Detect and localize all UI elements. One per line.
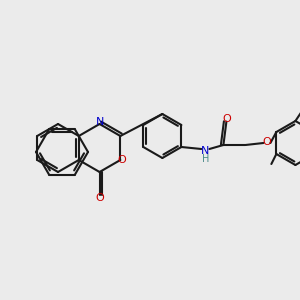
Text: N: N (201, 146, 210, 156)
Text: O: O (117, 155, 126, 165)
Text: N: N (95, 117, 104, 127)
Text: O: O (222, 114, 231, 124)
Text: O: O (262, 137, 271, 147)
Text: H: H (202, 154, 209, 164)
Text: O: O (95, 194, 104, 203)
